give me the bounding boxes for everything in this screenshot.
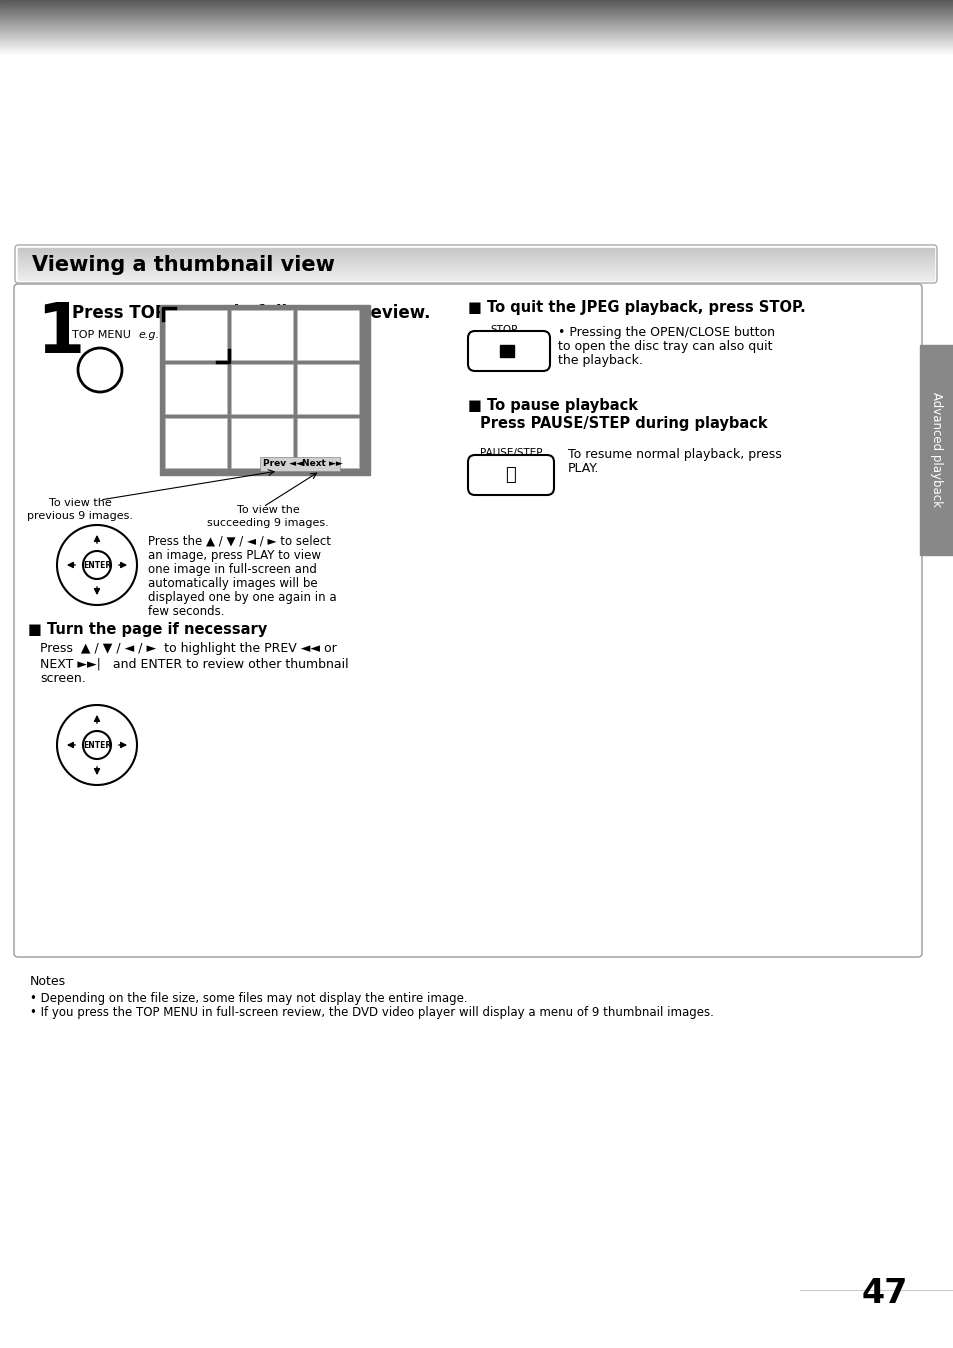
Text: PAUSE/STEP: PAUSE/STEP	[479, 448, 542, 458]
Text: ENTER: ENTER	[83, 740, 111, 749]
Text: TOP MENU: TOP MENU	[71, 330, 131, 340]
Text: succeeding 9 images.: succeeding 9 images.	[207, 518, 329, 528]
Bar	[499, 345, 514, 357]
Bar	[160, 305, 370, 474]
Text: one image in full-screen and: one image in full-screen and	[148, 563, 316, 576]
Bar	[165, 310, 227, 360]
Text: To resume normal playback, press: To resume normal playback, press	[567, 448, 781, 461]
Bar	[296, 310, 358, 360]
Text: ENTER: ENTER	[83, 561, 111, 569]
Text: automatically images will be: automatically images will be	[148, 577, 317, 590]
Text: Advanced playback: Advanced playback	[929, 392, 943, 507]
Text: an image, press PLAY to view: an image, press PLAY to view	[148, 549, 320, 562]
Bar	[165, 418, 227, 468]
Bar	[919, 345, 953, 555]
Bar	[0, 55, 953, 255]
FancyBboxPatch shape	[468, 456, 554, 495]
Text: Prev ◄◄: Prev ◄◄	[263, 460, 303, 469]
Text: previous 9 images.: previous 9 images.	[27, 511, 132, 520]
Text: Press  ▲ / ▼ / ◄ / ►  to highlight the PREV ◄◄ or: Press ▲ / ▼ / ◄ / ► to highlight the PRE…	[40, 642, 336, 655]
Text: NEXT ►►|   and ENTER to review other thumbnail: NEXT ►►| and ENTER to review other thumb…	[40, 656, 348, 670]
Bar	[296, 364, 358, 414]
Text: e.g.: e.g.	[138, 330, 159, 340]
Bar	[231, 418, 293, 468]
Text: few seconds.: few seconds.	[148, 605, 224, 617]
FancyBboxPatch shape	[468, 332, 550, 371]
Text: 47: 47	[861, 1277, 907, 1310]
Text: Press PAUSE/STEP during playback: Press PAUSE/STEP during playback	[479, 417, 767, 431]
Bar	[296, 418, 358, 468]
Text: STOP: STOP	[490, 325, 517, 336]
Bar	[231, 310, 293, 360]
Text: Next ►►: Next ►►	[302, 460, 342, 469]
Text: PLAY.: PLAY.	[567, 462, 598, 474]
Text: 1: 1	[36, 301, 84, 367]
Text: • Depending on the file size, some files may not display the entire image.: • Depending on the file size, some files…	[30, 992, 467, 1006]
Text: to open the disc tray can also quit: to open the disc tray can also quit	[558, 340, 772, 353]
Text: displayed one by one again in a: displayed one by one again in a	[148, 590, 336, 604]
Text: Press the ▲ / ▼ / ◄ / ► to select: Press the ▲ / ▼ / ◄ / ► to select	[148, 535, 331, 549]
Text: • If you press the TOP MENU in full-screen review, the DVD video player will dis: • If you press the TOP MENU in full-scre…	[30, 1006, 713, 1019]
Text: Notes: Notes	[30, 975, 66, 988]
Bar	[231, 364, 293, 414]
Text: To view the: To view the	[49, 497, 112, 508]
Text: the playback.: the playback.	[558, 355, 642, 367]
Text: ■ Turn the page if necessary: ■ Turn the page if necessary	[28, 621, 267, 638]
Text: To view the: To view the	[236, 506, 299, 515]
Text: ⏯: ⏯	[505, 466, 516, 484]
Text: Viewing a thumbnail view: Viewing a thumbnail view	[32, 255, 335, 275]
Bar	[260, 457, 339, 470]
Text: • Pressing the OPEN/CLOSE button: • Pressing the OPEN/CLOSE button	[558, 326, 774, 338]
Text: screen.: screen.	[40, 673, 86, 685]
FancyBboxPatch shape	[14, 284, 921, 957]
Text: ■ To pause playback: ■ To pause playback	[468, 398, 638, 412]
Bar	[165, 364, 227, 414]
Text: ■ To quit the JPEG playback, press STOP.: ■ To quit the JPEG playback, press STOP.	[468, 301, 805, 315]
Text: Press TOP MENU in full-screen review.: Press TOP MENU in full-screen review.	[71, 305, 430, 322]
